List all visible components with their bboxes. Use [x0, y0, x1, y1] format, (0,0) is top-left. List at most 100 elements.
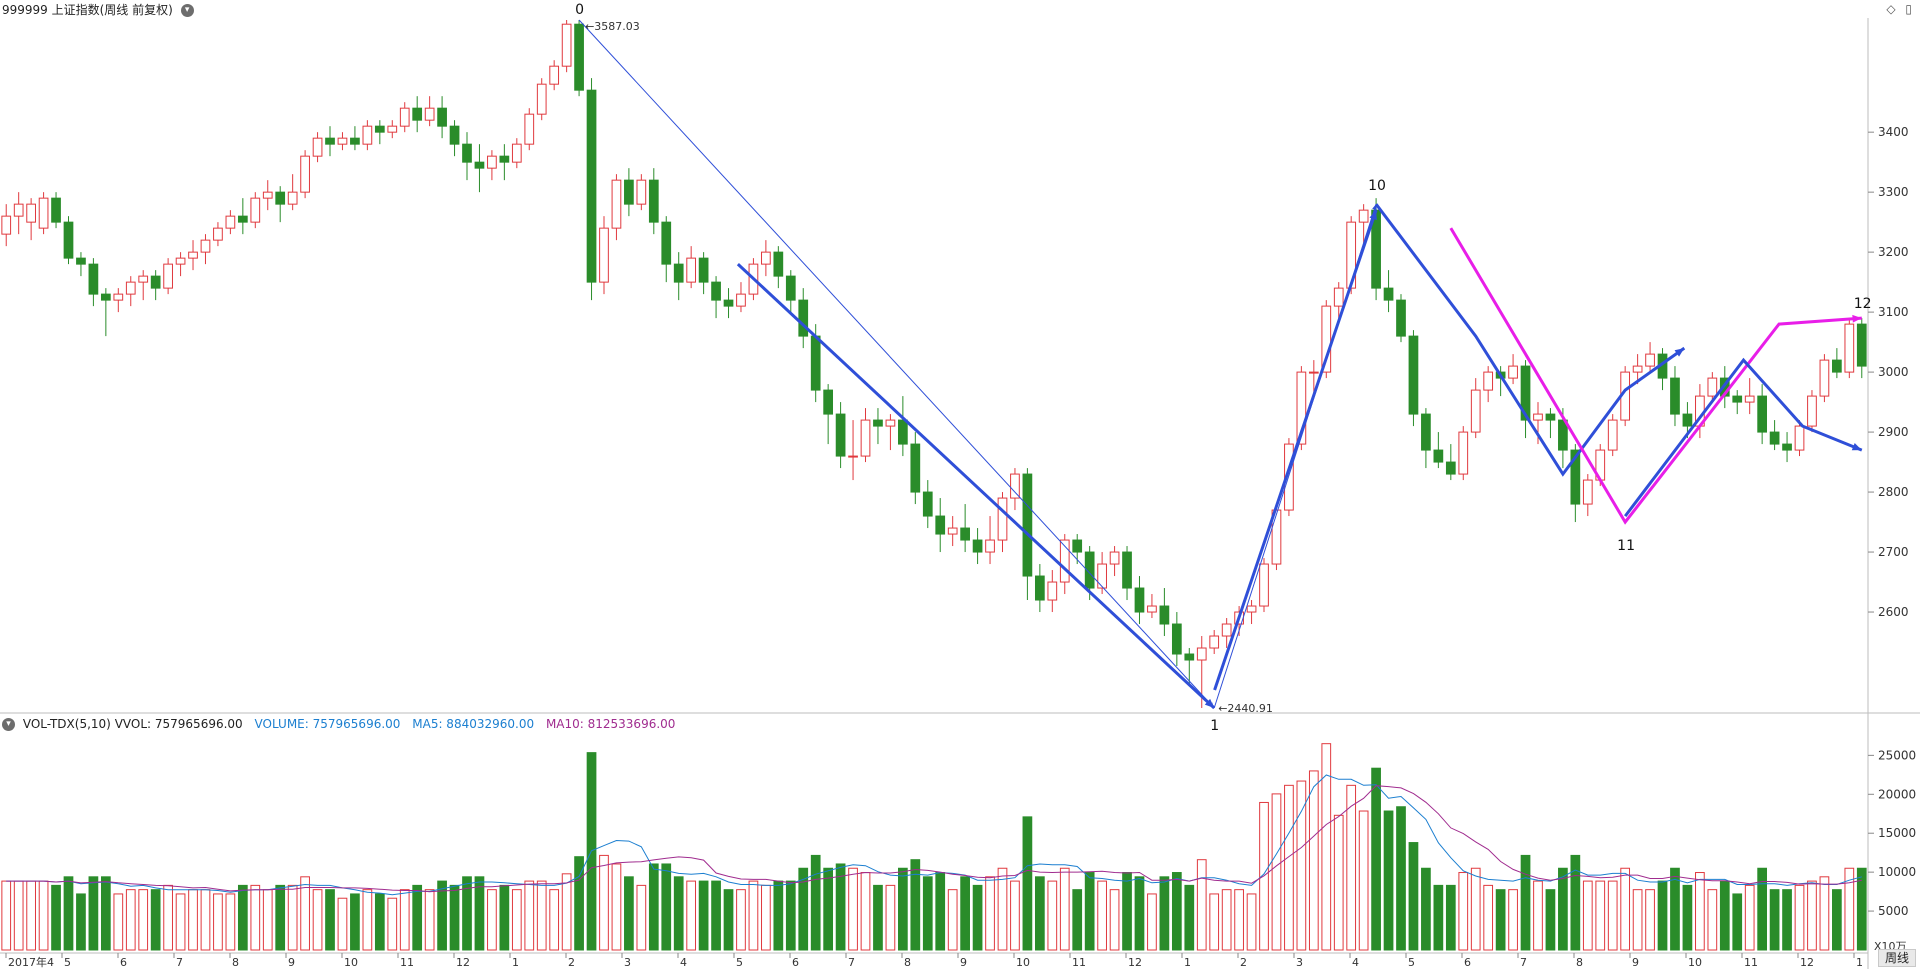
- volume-bar: [1, 880, 12, 951]
- candle-body: [661, 221, 672, 265]
- volume-bar: [1670, 867, 1680, 951]
- candle-body: [648, 179, 659, 223]
- candle-body: [26, 203, 36, 223]
- volume-bar: [88, 876, 99, 951]
- candle-body: [200, 239, 211, 253]
- candle-body: [1645, 353, 1655, 367]
- candle-body: [150, 275, 161, 289]
- volume-bar: [1582, 880, 1593, 951]
- volume-bar: [1333, 814, 1344, 951]
- volume-bar: [474, 876, 485, 951]
- volume-bar: [835, 863, 846, 951]
- x-tick-label: 2: [1240, 956, 1247, 969]
- candle-body: [387, 125, 398, 133]
- diamond-icon[interactable]: ◇: [1886, 2, 1896, 16]
- volume-bar: [487, 889, 497, 951]
- candle-body: [399, 107, 410, 127]
- volume-bar: [1346, 784, 1357, 951]
- candle-body: [325, 137, 335, 145]
- candle-body: [437, 107, 447, 127]
- volume-bar: [1147, 893, 1157, 951]
- x-tick-label: 9: [288, 956, 295, 969]
- candle-body: [1308, 371, 1319, 374]
- volume-bar: [1495, 889, 1506, 951]
- volume-bar: [437, 880, 447, 951]
- volume-bar: [922, 876, 933, 951]
- volume-bar: [1371, 767, 1381, 951]
- volume-bar: [1819, 876, 1830, 951]
- volume-bar: [935, 872, 946, 951]
- candle-body: [1084, 551, 1095, 589]
- x-tick-label: 11: [400, 956, 414, 969]
- candle-body: [561, 23, 572, 67]
- candle-body: [474, 161, 485, 169]
- price-tick-label: 3000: [1878, 365, 1909, 379]
- wave-line-magenta: [1449, 227, 1862, 525]
- volume-bar: [250, 884, 261, 951]
- volume-bar: [698, 880, 709, 951]
- volume-bar: [997, 867, 1008, 951]
- x-tick-label: 4: [1352, 956, 1359, 969]
- volume-bar: [1308, 770, 1319, 951]
- candle-body: [785, 275, 796, 301]
- candle-body: [1794, 425, 1805, 451]
- volume-bar: [1458, 872, 1469, 951]
- volume-bar: [350, 893, 360, 951]
- x-tick-label: 12: [456, 956, 470, 969]
- volume-bar: [1595, 880, 1606, 951]
- volume-bar: [773, 880, 784, 951]
- candle-body: [1732, 395, 1743, 403]
- candle-body: [300, 155, 310, 193]
- volume-bar: [723, 889, 734, 951]
- candle-body: [960, 527, 970, 541]
- volume-bar: [1209, 893, 1220, 951]
- volume-bar: [449, 884, 460, 951]
- x-tick-label: 1: [1184, 956, 1191, 969]
- volume-bar: [1657, 880, 1668, 951]
- volume-bar: [1445, 884, 1456, 951]
- volume-panel-title: ▾ VOL-TDX(5,10) VVOL: 757965696.00 VOLUM…: [2, 716, 675, 732]
- volume-bar: [648, 863, 659, 951]
- candle-body: [885, 419, 896, 427]
- candle-body: [761, 251, 771, 265]
- x-tick-label: 8: [232, 956, 239, 969]
- volume-bar: [910, 859, 921, 951]
- volume-bar: [736, 889, 746, 951]
- candle-body: [860, 419, 871, 457]
- candle-body: [636, 179, 647, 205]
- x-tick-label: 9: [960, 956, 967, 969]
- candle-body: [848, 455, 858, 458]
- volume-bar: [1433, 884, 1444, 951]
- period-label[interactable]: 周线: [1878, 949, 1916, 967]
- price-tick-label: 2600: [1878, 605, 1909, 619]
- volume-bar: [611, 863, 622, 951]
- volume-bar: [524, 880, 535, 951]
- candle-body: [13, 203, 24, 217]
- volume-bar: [1782, 889, 1792, 951]
- volume-bar: [1533, 880, 1543, 951]
- candle-body: [1520, 365, 1531, 421]
- volume-tick-label: 5000: [1878, 904, 1909, 918]
- chevron-down-icon[interactable]: ▾: [180, 4, 194, 17]
- volume-bar: [200, 889, 211, 951]
- x-tick-label: 3: [624, 956, 631, 969]
- volume-bar: [1832, 889, 1842, 951]
- volume-bar: [337, 897, 348, 951]
- x-tick-label: 7: [1520, 956, 1527, 969]
- candle-body: [985, 539, 995, 553]
- candle-body: [424, 107, 435, 121]
- candle-body: [1533, 413, 1543, 421]
- x-tick-label: 1: [1856, 956, 1863, 969]
- candle-body: [910, 443, 921, 493]
- volume-bar: [1072, 889, 1083, 951]
- candle-body: [823, 389, 834, 415]
- x-tick-label: 10: [1688, 956, 1702, 969]
- chevron-down-icon[interactable]: ▾: [2, 718, 15, 731]
- volume-bar: [1246, 893, 1257, 951]
- volume-bar: [237, 884, 248, 951]
- candle-body: [798, 299, 809, 337]
- panel-toggle-icon[interactable]: ▯: [1905, 2, 1912, 16]
- volume-bar: [213, 893, 223, 951]
- candle-body: [1856, 323, 1867, 367]
